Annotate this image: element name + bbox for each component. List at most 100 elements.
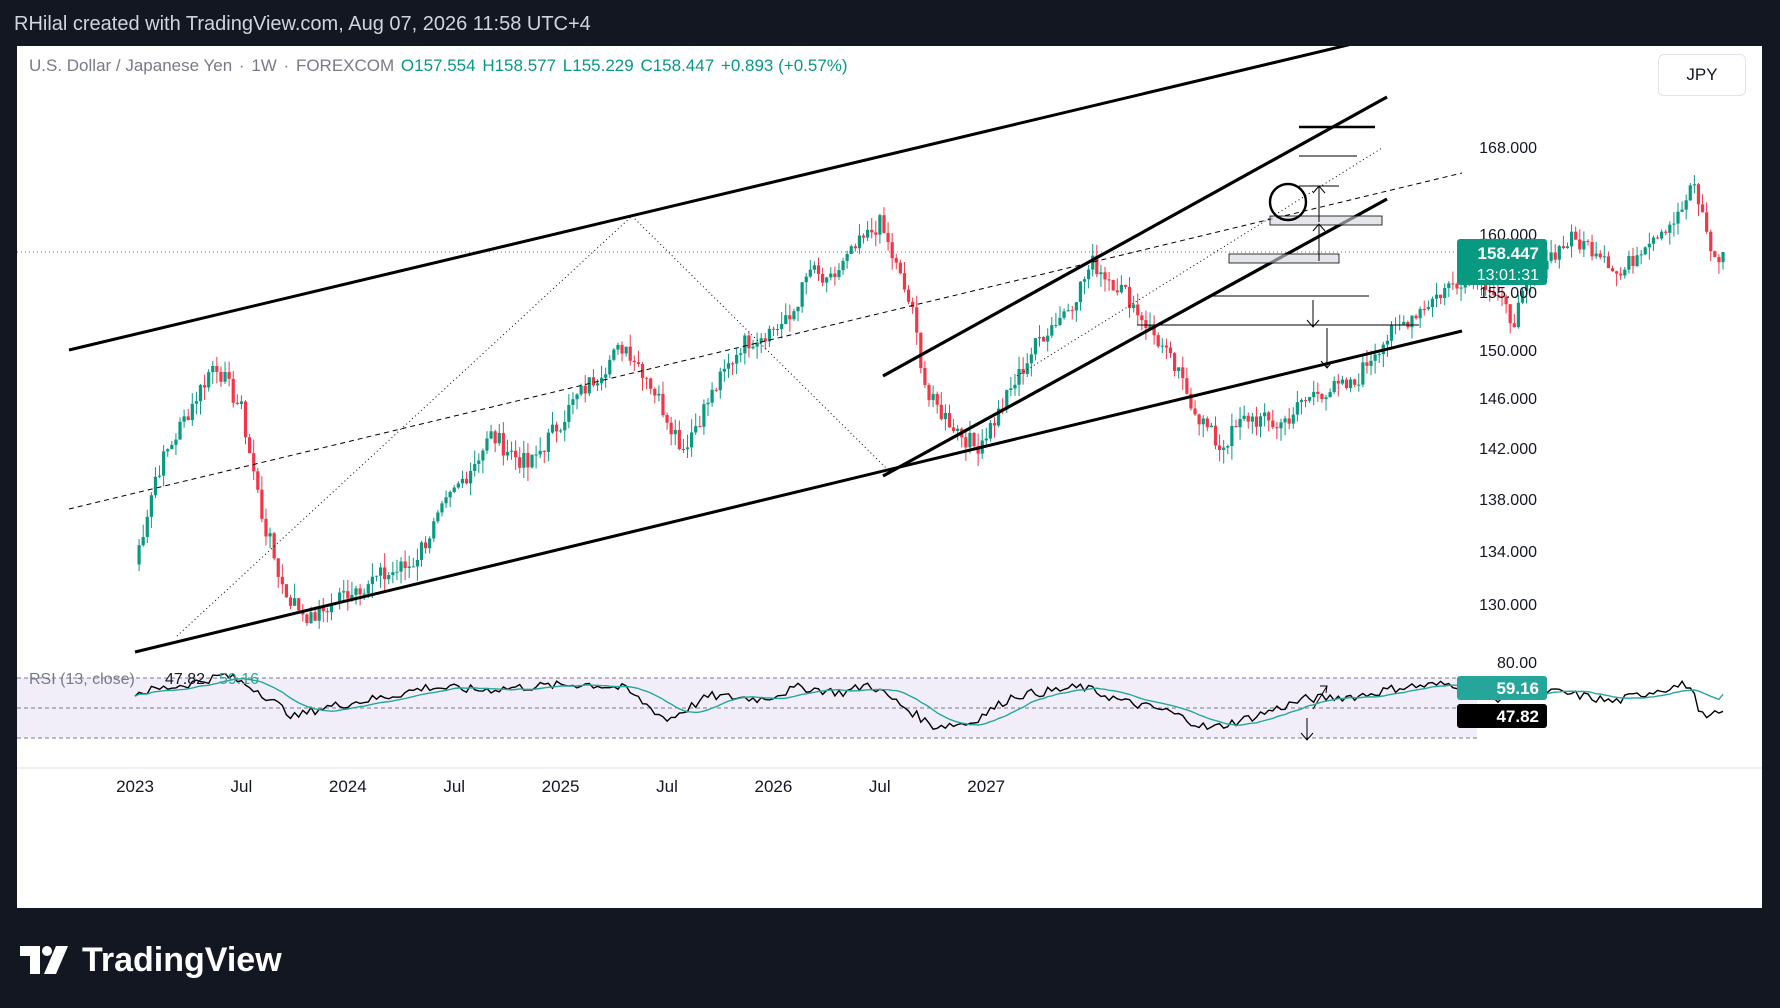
candle-body[interactable] xyxy=(538,450,542,455)
candle-body[interactable] xyxy=(1115,290,1119,293)
candle-body[interactable] xyxy=(1197,414,1201,425)
candle-body[interactable] xyxy=(1443,287,1447,299)
candle-body[interactable] xyxy=(440,503,444,513)
candle-body[interactable] xyxy=(1606,256,1611,269)
candle-body[interactable] xyxy=(1348,379,1353,389)
candle-body[interactable] xyxy=(293,598,297,606)
candle-body[interactable] xyxy=(1692,184,1696,186)
candle-body[interactable] xyxy=(665,415,669,423)
candle-body[interactable] xyxy=(387,575,391,580)
candle-body[interactable] xyxy=(657,393,661,396)
candle-body[interactable] xyxy=(1070,310,1074,312)
candle-body[interactable] xyxy=(1082,279,1087,282)
candle-body[interactable] xyxy=(1418,309,1422,319)
candle-body[interactable] xyxy=(608,359,612,375)
candle-body[interactable] xyxy=(1660,231,1664,239)
price-badge[interactable] xyxy=(1457,239,1547,286)
candle-body[interactable] xyxy=(411,566,415,568)
candle-body[interactable] xyxy=(1524,284,1529,291)
candle-body[interactable] xyxy=(178,421,182,440)
candle-body[interactable] xyxy=(984,438,988,441)
candle-body[interactable] xyxy=(1062,311,1066,318)
candle-body[interactable] xyxy=(1095,255,1099,275)
candle-body[interactable] xyxy=(1271,420,1275,428)
candle-body[interactable] xyxy=(1635,255,1639,266)
candle-body[interactable] xyxy=(1054,325,1058,327)
mid-channel-dashed[interactable] xyxy=(68,172,1463,510)
candle-body[interactable] xyxy=(190,403,194,421)
candle-body[interactable] xyxy=(870,229,874,233)
dotted-decline-line[interactable] xyxy=(631,215,891,473)
candle-body[interactable] xyxy=(595,383,600,386)
candle-body[interactable] xyxy=(1721,252,1725,263)
candle-body[interactable] xyxy=(321,607,325,612)
candle-body[interactable] xyxy=(509,450,514,452)
candle-body[interactable] xyxy=(685,447,690,450)
candle-body[interactable] xyxy=(346,591,350,599)
candle-body[interactable] xyxy=(759,338,763,343)
candle-body[interactable] xyxy=(571,399,575,405)
candle-body[interactable] xyxy=(157,475,162,477)
candle-body[interactable] xyxy=(1492,291,1496,295)
candle-body[interactable] xyxy=(1344,379,1349,389)
candle-body[interactable] xyxy=(747,335,751,349)
candle-body[interactable] xyxy=(530,454,534,468)
candle-body[interactable] xyxy=(395,571,399,573)
candle-body[interactable] xyxy=(1291,414,1295,424)
candle-body[interactable] xyxy=(1516,302,1520,328)
candle-body[interactable] xyxy=(714,389,718,391)
candle-body[interactable] xyxy=(260,489,264,519)
candle-body[interactable] xyxy=(1565,246,1570,249)
candle-body[interactable] xyxy=(1263,412,1267,417)
candle-body[interactable] xyxy=(743,335,747,354)
candle-body[interactable] xyxy=(1324,397,1328,400)
candle-body[interactable] xyxy=(919,332,923,368)
candle-body[interactable] xyxy=(735,354,739,364)
highlight-circle[interactable] xyxy=(1268,182,1308,222)
candle-body[interactable] xyxy=(1512,323,1516,328)
candle-body[interactable] xyxy=(399,561,403,572)
candle-body[interactable] xyxy=(329,603,334,613)
rising-channel-upper[interactable] xyxy=(882,95,1388,378)
candle-body[interactable] xyxy=(207,372,211,388)
candle-body[interactable] xyxy=(166,449,170,452)
chart-panel[interactable]: 168.000 160.000 155.000 150.000 146.000 142.0… xyxy=(17,46,1762,908)
candle-body[interactable] xyxy=(1091,255,1095,270)
candle-body[interactable] xyxy=(362,593,366,595)
candle-body[interactable] xyxy=(1709,231,1713,252)
candle-body[interactable] xyxy=(1647,243,1651,248)
candle-body[interactable] xyxy=(1328,392,1332,398)
candle-body[interactable] xyxy=(1299,400,1304,403)
candle-body[interactable] xyxy=(227,372,231,379)
lower-channel-line[interactable] xyxy=(134,329,1463,654)
candle-body[interactable] xyxy=(906,289,911,302)
candle-body[interactable] xyxy=(894,258,898,263)
candle-body[interactable] xyxy=(444,497,448,504)
candle-body[interactable] xyxy=(739,353,743,355)
candle-body[interactable] xyxy=(1201,418,1205,425)
candle-body[interactable] xyxy=(1099,272,1103,275)
candle-body[interactable] xyxy=(1029,354,1033,364)
candle-body[interactable] xyxy=(559,430,563,432)
candle-body[interactable] xyxy=(473,463,477,471)
support-zone[interactable] xyxy=(1228,253,1340,264)
candle-body[interactable] xyxy=(874,232,878,235)
candle-body[interactable] xyxy=(1283,418,1287,423)
candle-body[interactable] xyxy=(1688,185,1692,201)
candle-body[interactable] xyxy=(1664,231,1668,233)
candle-body[interactable] xyxy=(1717,256,1721,263)
candle-body[interactable] xyxy=(1598,253,1602,258)
candle-body[interactable] xyxy=(1132,304,1136,309)
candle-body[interactable] xyxy=(972,432,976,447)
candle-body[interactable] xyxy=(1033,338,1038,355)
candle-body[interactable] xyxy=(915,307,919,333)
candle-body[interactable] xyxy=(1234,425,1238,428)
candle-body[interactable] xyxy=(448,491,452,498)
candle-body[interactable] xyxy=(567,404,571,422)
candle-body[interactable] xyxy=(1127,286,1132,309)
candle-body[interactable] xyxy=(730,363,735,365)
candle-body[interactable] xyxy=(792,311,796,320)
candle-body[interactable] xyxy=(1087,269,1091,280)
candle-body[interactable] xyxy=(1455,283,1459,289)
candle-body[interactable] xyxy=(198,385,203,402)
